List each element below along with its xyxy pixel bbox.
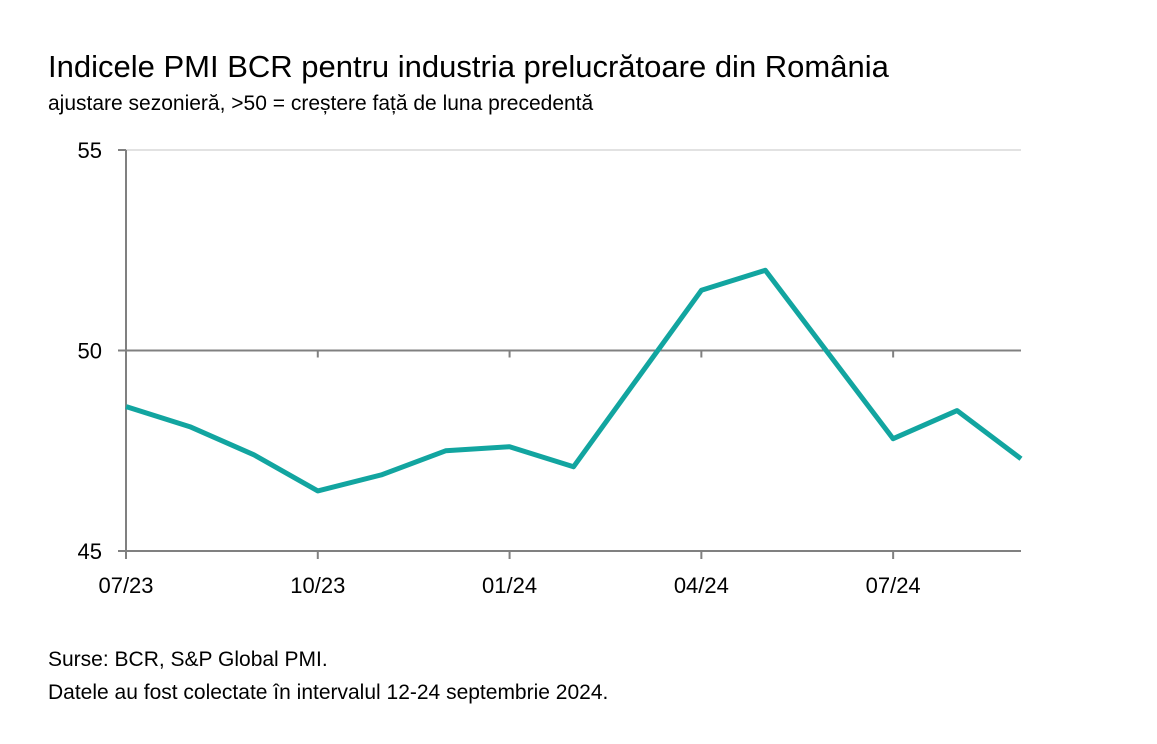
- axes: [118, 149, 1021, 559]
- x-tick-label: 10/23: [290, 573, 345, 598]
- x-tick-label: 04/24: [674, 573, 729, 598]
- tick-labels: 45 50 55 07/23 10/23 01/24 04/24 07/24: [78, 138, 921, 598]
- collection-note: Datele au fost colectate în intervalul 1…: [48, 681, 609, 704]
- y-tick-label: 45: [78, 539, 102, 564]
- x-tick-label: 01/24: [482, 573, 537, 598]
- series-line-pmi: [125, 267, 1023, 494]
- gridlines: [126, 149, 1021, 352]
- x-tick-label: 07/23: [98, 573, 153, 598]
- y-tick-label: 55: [78, 138, 102, 163]
- series-layer: [125, 267, 1023, 494]
- chart-subtitle: ajustare sezonieră, >50 = creștere față …: [48, 92, 594, 115]
- source-line: Surse: BCR, S&P Global PMI.: [48, 648, 328, 671]
- y-tick-label: 50: [78, 339, 102, 364]
- chart-title: Indicele PMI BCR pentru industria preluc…: [48, 49, 889, 84]
- x-tick-label: 07/24: [866, 573, 921, 598]
